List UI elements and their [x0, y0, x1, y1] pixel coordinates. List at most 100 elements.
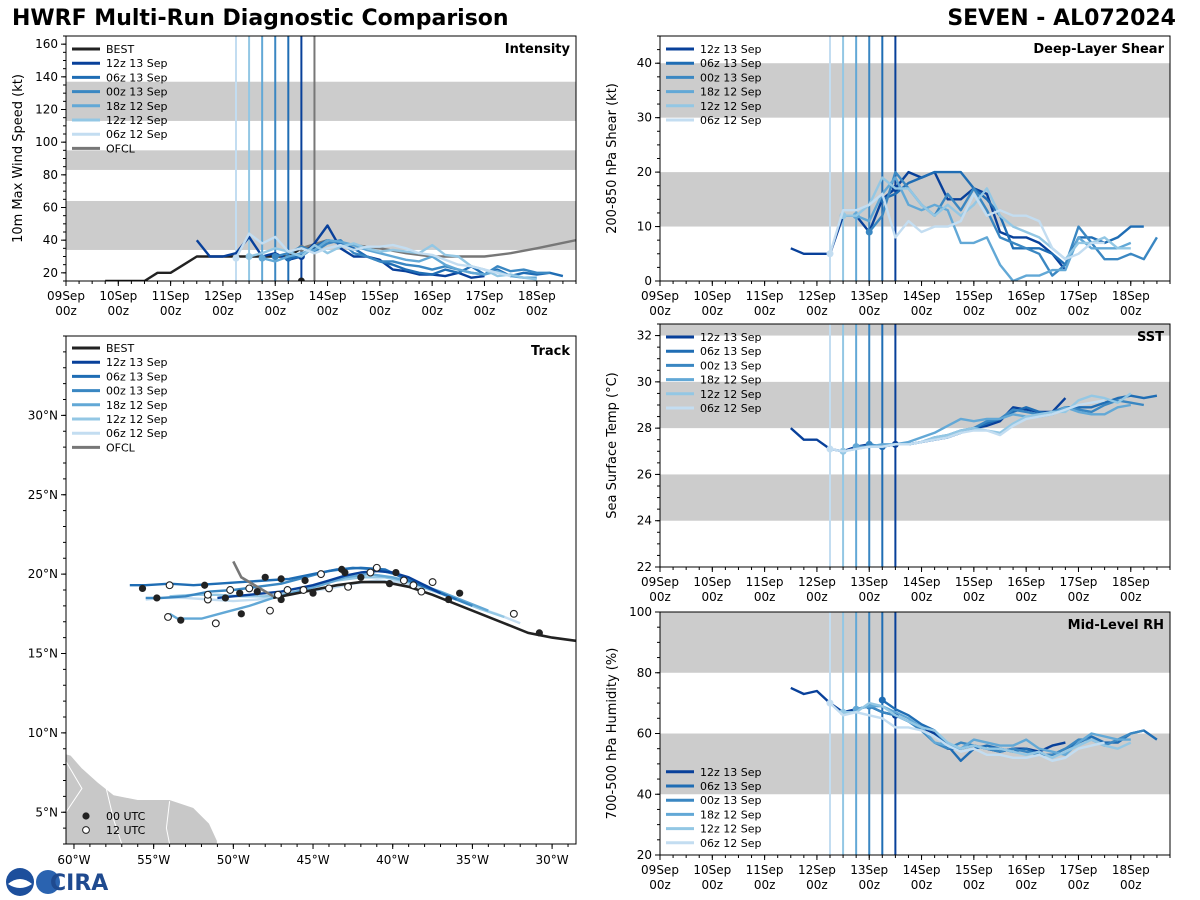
track-marker-00utc	[444, 595, 453, 604]
shear-xtick-label: 15Sep	[955, 289, 993, 303]
track-ytick-label: 20°N	[28, 567, 58, 581]
shear-series-marker	[826, 250, 834, 258]
track-legend-label: 06z 12 Sep	[106, 427, 168, 440]
intensity-xtick-label: 09Sep	[47, 289, 85, 303]
track-marker-00utc	[456, 589, 464, 597]
track-marker-00utc	[177, 616, 185, 624]
rh-series-marker	[878, 696, 886, 704]
rh-ytick-label: 40	[637, 787, 652, 801]
shear-series-line	[881, 170, 1144, 266]
intensity-plot-area	[66, 36, 576, 281]
track-legend-label: 06z 13 Sep	[106, 370, 168, 383]
shear-xtick-label: 16Sep	[1007, 289, 1045, 303]
sst-legend-label: 06z 12 Sep	[700, 402, 762, 415]
track-run-line	[217, 569, 442, 600]
rh-xtick-label: 16Sep	[1007, 863, 1045, 877]
track-ytick-label: 25°N	[28, 488, 58, 502]
shear-series-line	[843, 176, 1131, 261]
intensity-series-marker	[297, 277, 305, 281]
track-ytick-label: 5°N	[35, 805, 58, 819]
sst-ytick-label: 22	[637, 560, 652, 574]
rh-xtick-label: 10Sep	[693, 863, 731, 877]
sst-xtick-label: 00z	[702, 590, 724, 604]
track-marker-00utc	[385, 580, 394, 588]
shear-legend-label: 06z 13 Sep	[700, 57, 762, 70]
rh-series-marker	[826, 699, 834, 707]
intensity-ytick-label: 120	[35, 103, 58, 117]
track-ytick-label: 10°N	[28, 726, 58, 740]
track-marker-00utc	[309, 589, 317, 597]
track-xtick-label: 50°W	[217, 853, 250, 867]
shear-legend-label: 18z 12 Sep	[700, 86, 762, 99]
shear-xtick-label: 00z	[806, 304, 828, 318]
shear-xtick-label: 00z	[858, 304, 880, 318]
shear-ytick-label: 0	[644, 274, 652, 288]
intensity-series-marker	[271, 253, 279, 260]
intensity-ytick-label: 60	[43, 201, 58, 215]
rh-ytick-label: 60	[637, 727, 652, 741]
track-legend-label: 12z 13 Sep	[106, 356, 168, 369]
track-marker-12utc	[203, 590, 212, 599]
track-marker-00utc	[138, 584, 147, 593]
rh-xtick-label: 00z	[754, 878, 776, 892]
intensity-xtick-label: 00z	[317, 304, 339, 318]
sst-xtick-label: 00z	[806, 590, 828, 604]
track-marker-00utc	[535, 629, 543, 637]
sst-xtick-label: 16Sep	[1007, 575, 1045, 589]
sst-xtick-label: 00z	[649, 590, 671, 604]
shear-legend-label: 00z 13 Sep	[700, 71, 762, 84]
track-marker-00utc	[261, 573, 269, 581]
sst-legend-label: 18z 12 Sep	[700, 374, 762, 387]
track-legend-label: BEST	[106, 342, 134, 355]
track-marker-12utc	[509, 609, 518, 618]
track-marker-12utc	[164, 613, 172, 621]
intensity-series-marker	[245, 253, 253, 260]
intensity-legend-label: 12z 12 Sep	[106, 114, 168, 127]
shear-ytick-label: 10	[637, 220, 652, 234]
rh-xtick-label: 13Sep	[850, 863, 888, 877]
rh-xtick-label: 00z	[858, 878, 880, 892]
sst-xtick-label: 00z	[754, 590, 776, 604]
intensity-series-marker	[258, 254, 266, 262]
track-marker-00utc	[201, 581, 209, 589]
intensity-xtick-label: 00z	[108, 304, 130, 318]
shear-xtick-label: 18Sep	[1112, 289, 1150, 303]
track-marker-00utc	[221, 594, 229, 602]
sst-title: SST	[1137, 330, 1164, 345]
rh-ytick-label: 20	[637, 848, 652, 862]
shear-xtick-label: 12Sep	[798, 289, 836, 303]
shear-series-marker	[865, 228, 873, 236]
track-legend-label: 18z 12 Sep	[106, 399, 168, 412]
chart-sst: 22242628303209Sep00z10Sep00z11Sep00z12Se…	[605, 323, 1171, 604]
track-marker-12utc	[409, 581, 418, 590]
sst-band	[660, 474, 1170, 521]
rh-legend-label: 12z 13 Sep	[700, 766, 762, 779]
sst-ylabel: Sea Surface Temp (°C)	[605, 372, 620, 519]
track-marker-12utc	[399, 576, 408, 585]
noaa-bird-icon	[8, 879, 32, 888]
intensity-xtick-label: 00z	[55, 304, 77, 318]
shear-xtick-label: 00z	[649, 304, 671, 318]
sst-xtick-label: 10Sep	[693, 575, 731, 589]
sst-ytick-label: 30	[637, 375, 652, 389]
track-marker-12utc	[245, 584, 254, 593]
shear-ytick-label: 40	[637, 56, 652, 70]
sst-xtick-label: 11Sep	[746, 575, 784, 589]
intensity-ytick-label: 80	[43, 168, 58, 182]
track-title: Track	[531, 344, 570, 359]
shear-xtick-label: 00z	[911, 304, 933, 318]
sst-xtick-label: 00z	[911, 590, 933, 604]
track-marker-12utc	[372, 563, 381, 572]
sst-ytick-label: 26	[637, 467, 652, 481]
track-marker-00utc	[301, 576, 309, 585]
track-marker-12utc	[299, 586, 308, 594]
shear-xtick-label: 00z	[1015, 304, 1037, 318]
sst-ytick-label: 28	[637, 421, 652, 435]
rh-series-line	[855, 705, 1131, 756]
intensity-xtick-label: 17Sep	[466, 289, 504, 303]
rh-ytick-label: 100	[629, 605, 652, 619]
sst-ytick-label: 24	[637, 514, 652, 528]
track-marker-00utc	[338, 565, 346, 573]
rh-xtick-label: 15Sep	[955, 863, 993, 877]
sst-xtick-label: 17Sep	[1060, 575, 1098, 589]
